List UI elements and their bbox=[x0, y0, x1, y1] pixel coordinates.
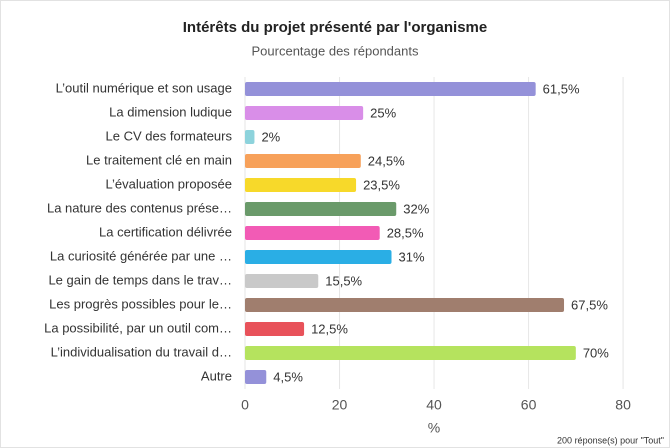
x-axis-label: % bbox=[428, 420, 440, 436]
value-label: 15,5% bbox=[325, 273, 362, 288]
value-label: 67,5% bbox=[571, 297, 608, 312]
value-label: 32% bbox=[403, 201, 429, 216]
y-tick-label: L’évaluation proposée bbox=[106, 176, 233, 191]
y-tick-label: La nature des contenus prése… bbox=[47, 200, 232, 215]
value-label: 4,5% bbox=[273, 369, 303, 384]
bar bbox=[245, 226, 380, 240]
value-label: 12,5% bbox=[311, 321, 348, 336]
chart-title: Intérêts du projet présenté par l'organi… bbox=[183, 19, 487, 36]
value-label: 24,5% bbox=[368, 153, 405, 168]
value-label: 2% bbox=[261, 129, 280, 144]
y-tick-label: L’outil numérique et son usage bbox=[56, 80, 232, 95]
bar bbox=[245, 250, 392, 264]
x-tick-label: 80 bbox=[615, 397, 631, 413]
value-label: 23,5% bbox=[363, 177, 400, 192]
bar bbox=[245, 346, 576, 360]
value-label: 61,5% bbox=[543, 81, 580, 96]
bar bbox=[245, 178, 357, 192]
x-tick-label: 20 bbox=[332, 397, 348, 413]
bar bbox=[245, 322, 305, 336]
x-tick-label: 60 bbox=[521, 397, 537, 413]
bar bbox=[245, 82, 536, 96]
bar bbox=[245, 202, 397, 216]
y-tick-label: La curiosité générée par une … bbox=[50, 248, 232, 263]
x-tick-label: 0 bbox=[241, 397, 249, 413]
y-tick-label: L’individualisation du travail d… bbox=[51, 344, 232, 359]
y-tick-label: La dimension ludique bbox=[109, 104, 232, 119]
y-tick-label: Les progrès possibles pour le… bbox=[49, 296, 232, 311]
y-tick-label: Autre bbox=[201, 368, 232, 383]
value-label: 31% bbox=[399, 249, 425, 264]
y-tick-label: Le traitement clé en main bbox=[86, 152, 232, 167]
bar bbox=[245, 154, 361, 168]
value-label: 28,5% bbox=[387, 225, 424, 240]
chart-subtitle: Pourcentage des répondants bbox=[252, 43, 419, 58]
bar bbox=[245, 130, 255, 144]
y-tick-label: La certification délivrée bbox=[99, 224, 232, 239]
bar bbox=[245, 298, 565, 312]
y-tick-label: Le CV des formateurs bbox=[106, 128, 233, 143]
value-label: 70% bbox=[583, 345, 609, 360]
value-label: 25% bbox=[370, 105, 396, 120]
bar bbox=[245, 370, 267, 384]
footnote: 200 réponse(s) pour "Tout" bbox=[557, 435, 664, 445]
bar bbox=[245, 106, 364, 120]
y-tick-label: Le gain de temps dans le trav… bbox=[48, 272, 232, 287]
y-tick-label: La possibilité, par un outil com… bbox=[44, 320, 232, 335]
x-tick-label: 40 bbox=[426, 397, 442, 413]
bar bbox=[245, 274, 319, 288]
